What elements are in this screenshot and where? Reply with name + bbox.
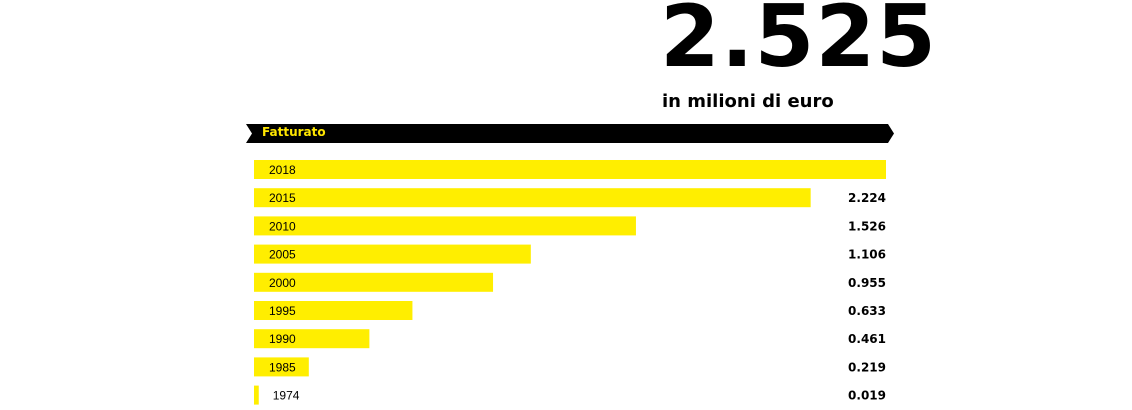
headline-value: 2.525 bbox=[660, 0, 938, 87]
value-label-2015: 2.224 bbox=[848, 191, 886, 205]
value-label-1985: 0.219 bbox=[848, 360, 886, 374]
unit-label: in milioni di euro bbox=[662, 91, 834, 112]
bar-1990 bbox=[254, 329, 370, 349]
bar-1995 bbox=[254, 301, 413, 320]
category-label-1985: 1985 bbox=[269, 360, 296, 374]
value-label-1995: 0.633 bbox=[848, 304, 886, 318]
value-label-1974: 0.019 bbox=[848, 389, 886, 403]
bar-2010 bbox=[254, 216, 636, 236]
category-label-2000: 2000 bbox=[269, 276, 296, 290]
bar-2000 bbox=[254, 272, 494, 292]
category-label-1995: 1995 bbox=[269, 304, 296, 318]
banner-shape bbox=[246, 124, 894, 143]
value-label-1990: 0.461 bbox=[848, 332, 886, 346]
value-label-2000: 0.955 bbox=[848, 276, 886, 290]
category-label-1974: 1974 bbox=[273, 389, 300, 403]
bar-1974 bbox=[254, 385, 259, 405]
bar-2005 bbox=[254, 244, 531, 264]
chart-title-banner: Fatturato bbox=[246, 124, 894, 143]
value-label-2005: 1.106 bbox=[848, 248, 886, 262]
value-label-2010: 1.526 bbox=[848, 219, 886, 233]
bar-2018 bbox=[254, 160, 886, 179]
category-label-1990: 1990 bbox=[269, 332, 296, 346]
category-label-2015: 2015 bbox=[269, 191, 296, 205]
bar-2015 bbox=[254, 188, 811, 208]
category-label-2010: 2010 bbox=[269, 219, 296, 233]
chart-title: Fatturato bbox=[262, 125, 326, 139]
category-label-2005: 2005 bbox=[269, 248, 296, 262]
category-label-2018: 2018 bbox=[269, 163, 296, 177]
bar-1985 bbox=[254, 357, 309, 377]
